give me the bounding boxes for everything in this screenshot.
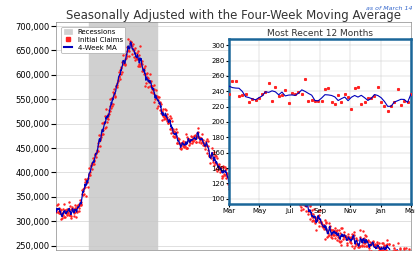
Title: Most Recent 12 Months: Most Recent 12 Months bbox=[267, 29, 373, 38]
Title: Seasonally Adjusted with the Four-Week Moving Average: Seasonally Adjusted with the Four-Week M… bbox=[66, 9, 401, 22]
Bar bbox=[90, 22, 157, 250]
Text: 224,500: 224,500 bbox=[0, 259, 1, 260]
Text: as of March 14: as of March 14 bbox=[366, 6, 413, 11]
Legend: Recessions, Initial Claims, 4-Week MA: Recessions, Initial Claims, 4-Week MA bbox=[61, 27, 125, 53]
